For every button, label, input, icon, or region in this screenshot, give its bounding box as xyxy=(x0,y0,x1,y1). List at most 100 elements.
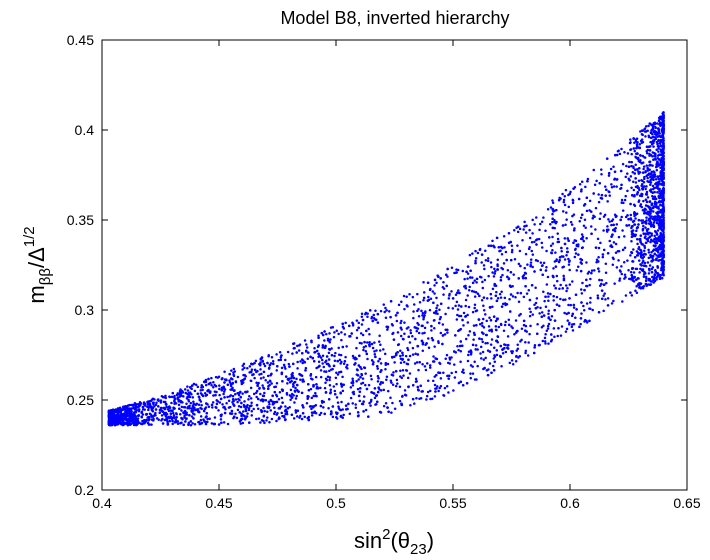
data-point xyxy=(311,406,315,409)
data-point xyxy=(528,332,531,336)
data-point xyxy=(640,161,643,165)
data-point xyxy=(394,384,398,388)
data-point xyxy=(662,176,665,179)
data-point xyxy=(627,218,630,221)
data-point xyxy=(123,412,126,415)
data-point xyxy=(474,291,478,294)
data-point xyxy=(555,279,559,283)
data-point xyxy=(144,413,148,416)
data-point xyxy=(553,335,556,338)
data-point xyxy=(662,265,665,268)
data-point xyxy=(536,332,539,336)
data-point xyxy=(660,135,664,139)
data-point xyxy=(229,384,233,388)
data-point xyxy=(332,364,336,368)
data-point xyxy=(328,341,332,344)
data-point xyxy=(305,343,308,346)
data-point xyxy=(170,416,173,420)
data-point xyxy=(632,248,635,251)
data-point xyxy=(572,213,576,216)
data-point xyxy=(287,362,291,366)
data-point xyxy=(646,237,650,241)
data-point xyxy=(177,403,181,407)
data-point xyxy=(589,307,592,310)
data-point xyxy=(129,416,133,419)
data-point xyxy=(662,187,665,191)
data-point xyxy=(535,243,538,246)
data-point xyxy=(501,348,504,351)
data-point xyxy=(533,240,536,244)
data-point xyxy=(538,343,541,347)
data-point xyxy=(264,379,267,382)
data-point xyxy=(404,354,408,358)
data-point xyxy=(399,349,402,352)
data-point xyxy=(446,275,449,278)
data-point xyxy=(650,238,653,242)
data-point xyxy=(488,305,492,309)
data-point xyxy=(116,419,119,423)
data-point xyxy=(250,414,254,417)
data-point xyxy=(536,322,539,326)
data-point xyxy=(573,248,577,252)
data-point xyxy=(356,387,360,391)
data-point xyxy=(278,351,282,354)
data-point xyxy=(527,289,531,292)
data-point xyxy=(516,244,519,247)
data-point xyxy=(606,200,609,203)
data-point xyxy=(490,338,494,341)
data-point xyxy=(549,340,553,343)
data-point xyxy=(503,323,507,327)
data-point xyxy=(639,154,642,157)
data-point xyxy=(271,403,275,406)
data-point xyxy=(255,417,258,421)
data-point xyxy=(219,397,223,401)
data-point xyxy=(415,361,419,364)
chart-title: Model B8, inverted hierarchy xyxy=(280,8,509,28)
data-point xyxy=(641,133,644,137)
data-point xyxy=(482,308,486,312)
data-point xyxy=(649,178,652,182)
data-point xyxy=(629,213,633,217)
data-point xyxy=(271,394,274,397)
data-point xyxy=(180,405,184,409)
data-point xyxy=(544,342,547,345)
data-point xyxy=(160,419,163,422)
data-point xyxy=(580,312,583,315)
data-point xyxy=(292,362,295,366)
data-point xyxy=(370,342,374,346)
data-point xyxy=(652,175,655,179)
data-point xyxy=(319,386,322,390)
data-point xyxy=(363,340,366,344)
data-point xyxy=(327,364,331,367)
data-point xyxy=(510,325,513,328)
data-point xyxy=(439,277,442,280)
data-point xyxy=(241,381,245,384)
data-point xyxy=(579,216,583,220)
data-point xyxy=(657,138,660,142)
data-point xyxy=(565,289,568,293)
data-point xyxy=(280,396,284,400)
data-point xyxy=(281,401,284,404)
data-point xyxy=(600,297,604,300)
data-point xyxy=(645,150,648,153)
data-point xyxy=(362,348,365,352)
data-point xyxy=(567,303,570,307)
data-point xyxy=(377,340,381,343)
data-point xyxy=(611,233,614,236)
data-point xyxy=(547,316,550,319)
data-point xyxy=(555,220,558,224)
data-point xyxy=(645,241,648,245)
data-point xyxy=(436,304,439,307)
data-point xyxy=(659,170,662,174)
data-point xyxy=(658,237,662,240)
data-point xyxy=(157,398,160,401)
data-point xyxy=(658,132,661,135)
data-point xyxy=(212,386,215,389)
data-point xyxy=(147,408,150,412)
data-point xyxy=(646,196,650,199)
data-point xyxy=(657,177,660,181)
data-point xyxy=(571,312,575,316)
data-point xyxy=(447,297,451,300)
data-point xyxy=(566,250,569,254)
data-point xyxy=(531,313,534,316)
